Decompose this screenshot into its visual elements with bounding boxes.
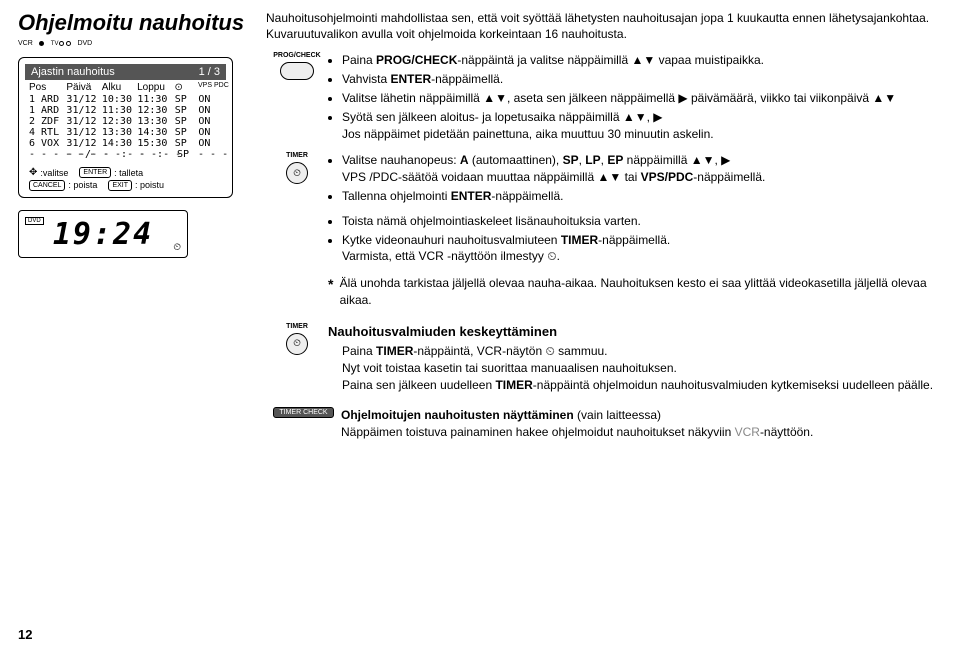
dvd-chip: DVD [25, 217, 44, 225]
timer-button-2[interactable]: ⏲ [286, 333, 308, 355]
timer-label-1: TIMER [286, 152, 308, 160]
step3-line2: Nyt voit toistaa kasetin tai suorittaa m… [342, 360, 942, 377]
timer-check-heading: Ohjelmoitujen nauhoitusten näyttäminen (… [341, 407, 942, 424]
prog-check-button[interactable] [280, 62, 314, 80]
col-paiva: Päivä [66, 82, 101, 93]
vcr-dvd-indicator: VCR TV DVD [18, 40, 248, 47]
col-speed: ⊙ [174, 82, 198, 93]
table-row: 6 VOX31/1214:3015:30SPON [25, 138, 226, 149]
intro-paragraph: Nauhoitusohjelmointi mahdollistaa sen, e… [266, 10, 942, 42]
table-row: 4 RTL31/1213:3014:30SPON [25, 127, 226, 138]
col-loppu: Loppu [137, 82, 174, 93]
table-row: - - - - - -- -/- -- -:- -- -:- -SP- - - [25, 149, 226, 160]
step1-bullet1: Paina PROG/CHECK-näppäintä ja valitse nä… [342, 52, 942, 69]
interrupt-heading: Nauhoitusvalmiuden keskeyttäminen [328, 323, 942, 341]
timer-check-body: Näppäimen toistuva painaminen hakee ohje… [341, 424, 942, 441]
col-vpspdc: VPS PDC [198, 82, 222, 93]
step1-bullet4: Syötä sen jälkeen aloitus- ja lopetusaik… [342, 109, 942, 143]
nav-cross-icon [29, 166, 37, 179]
step1-bullet2: Vahvista ENTER-näppäimellä. [342, 71, 942, 88]
step2-bullet4: Kytke videonauhuri nauhoitusvalmiuteen T… [342, 232, 942, 266]
table-row: 1 ARD31/1211:3012:30SPON [25, 105, 226, 116]
step3-line3: Paina sen jälkeen uudelleen TIMER-näppäi… [342, 377, 942, 394]
vcr-label: VCR [18, 40, 33, 47]
prog-check-label: PROG/CHECK [273, 52, 320, 60]
page-title: Ohjelmoitu nauhoitus [18, 10, 248, 36]
step3-line1: Paina TIMER-näppäintä, VCR-näytön ⏲ samm… [342, 343, 942, 360]
timer-label-2: TIMER [286, 323, 308, 331]
osd-title: Ajastin nauhoitus [31, 66, 115, 78]
col-pos: Pos [29, 82, 66, 93]
display-time: 19:24 [53, 217, 153, 252]
timer-check-button[interactable]: TIMER CHECK [273, 407, 333, 418]
dvd-label: DVD [77, 40, 92, 47]
label-poista: : poista [68, 179, 97, 191]
exit-key-icon: EXIT [108, 180, 132, 191]
step2-bullet2: Tallenna ohjelmointi ENTER-näppäimellä. [342, 188, 942, 205]
tv-label: TV [51, 41, 59, 47]
label-valitse: :valitse [40, 167, 68, 179]
osd-timer-list: Ajastin nauhoitus 1 / 3 Pos Päivä Alku L… [18, 57, 233, 198]
cancel-key-icon: CANCEL [29, 180, 65, 191]
clock-icon: ⏲ [173, 242, 181, 253]
enter-key-icon: ENTER [79, 167, 111, 178]
label-poistu: : poistu [135, 179, 164, 191]
table-row: 2 ZDF31/1212:3013:30SPON [25, 116, 226, 127]
step1-bullet3: Valitse lähetin näppäimillä ▲▼, aseta se… [342, 90, 942, 107]
label-talleta: : talleta [114, 167, 143, 179]
page-number: 12 [18, 627, 32, 642]
step2-bullet1: Valitse nauhanopeus: A (automaattinen), … [342, 152, 942, 186]
step2-bullet3: Toista nämä ohjelmointiaskeleet lisänauh… [342, 213, 942, 230]
osd-page-indicator: 1 / 3 [199, 66, 220, 78]
timer-button-1[interactable]: ⏲ [286, 162, 308, 184]
asterisk-note: * Älä unohda tarkistaa jäljellä olevaa n… [328, 275, 942, 309]
vcr-display: DVD 19:24 ⏲ [18, 210, 188, 258]
table-row: 1 ARD31/1210:3011:30SPON [25, 94, 226, 105]
col-alku: Alku [102, 82, 137, 93]
